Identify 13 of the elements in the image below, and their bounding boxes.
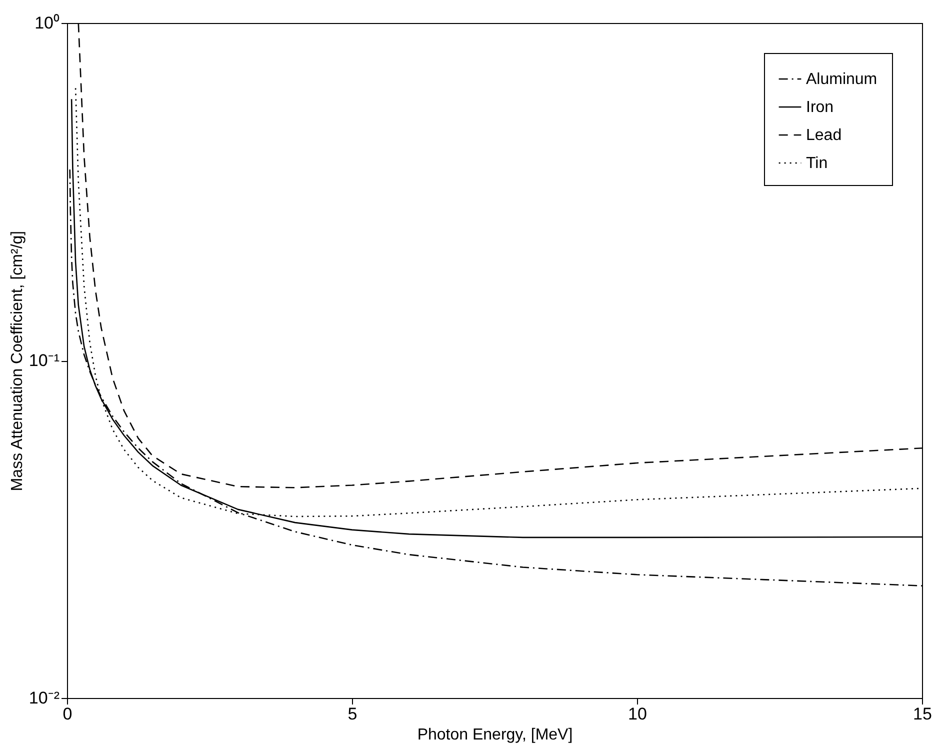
y-tick-label: 10⁻¹ <box>28 351 60 370</box>
x-tick-label: 10 <box>628 704 647 724</box>
x-tick-label: 5 <box>348 704 358 724</box>
legend-label: Iron <box>806 99 834 116</box>
y-tick-label: 10⁰ <box>34 14 60 32</box>
legend-label: Lead <box>806 127 842 144</box>
x-axis-title: Photon Energy, [MeV] <box>417 726 573 744</box>
legend-label: Aluminum <box>806 71 878 88</box>
y-tick-label: 10⁻² <box>28 688 60 708</box>
x-tick-label: 0 <box>62 704 72 724</box>
y-axis-title: Mass Attenuation Coefficient, [cm²/g] <box>8 230 26 492</box>
legend-label: Tin <box>806 155 828 172</box>
x-tick-label: 15 <box>913 704 932 724</box>
